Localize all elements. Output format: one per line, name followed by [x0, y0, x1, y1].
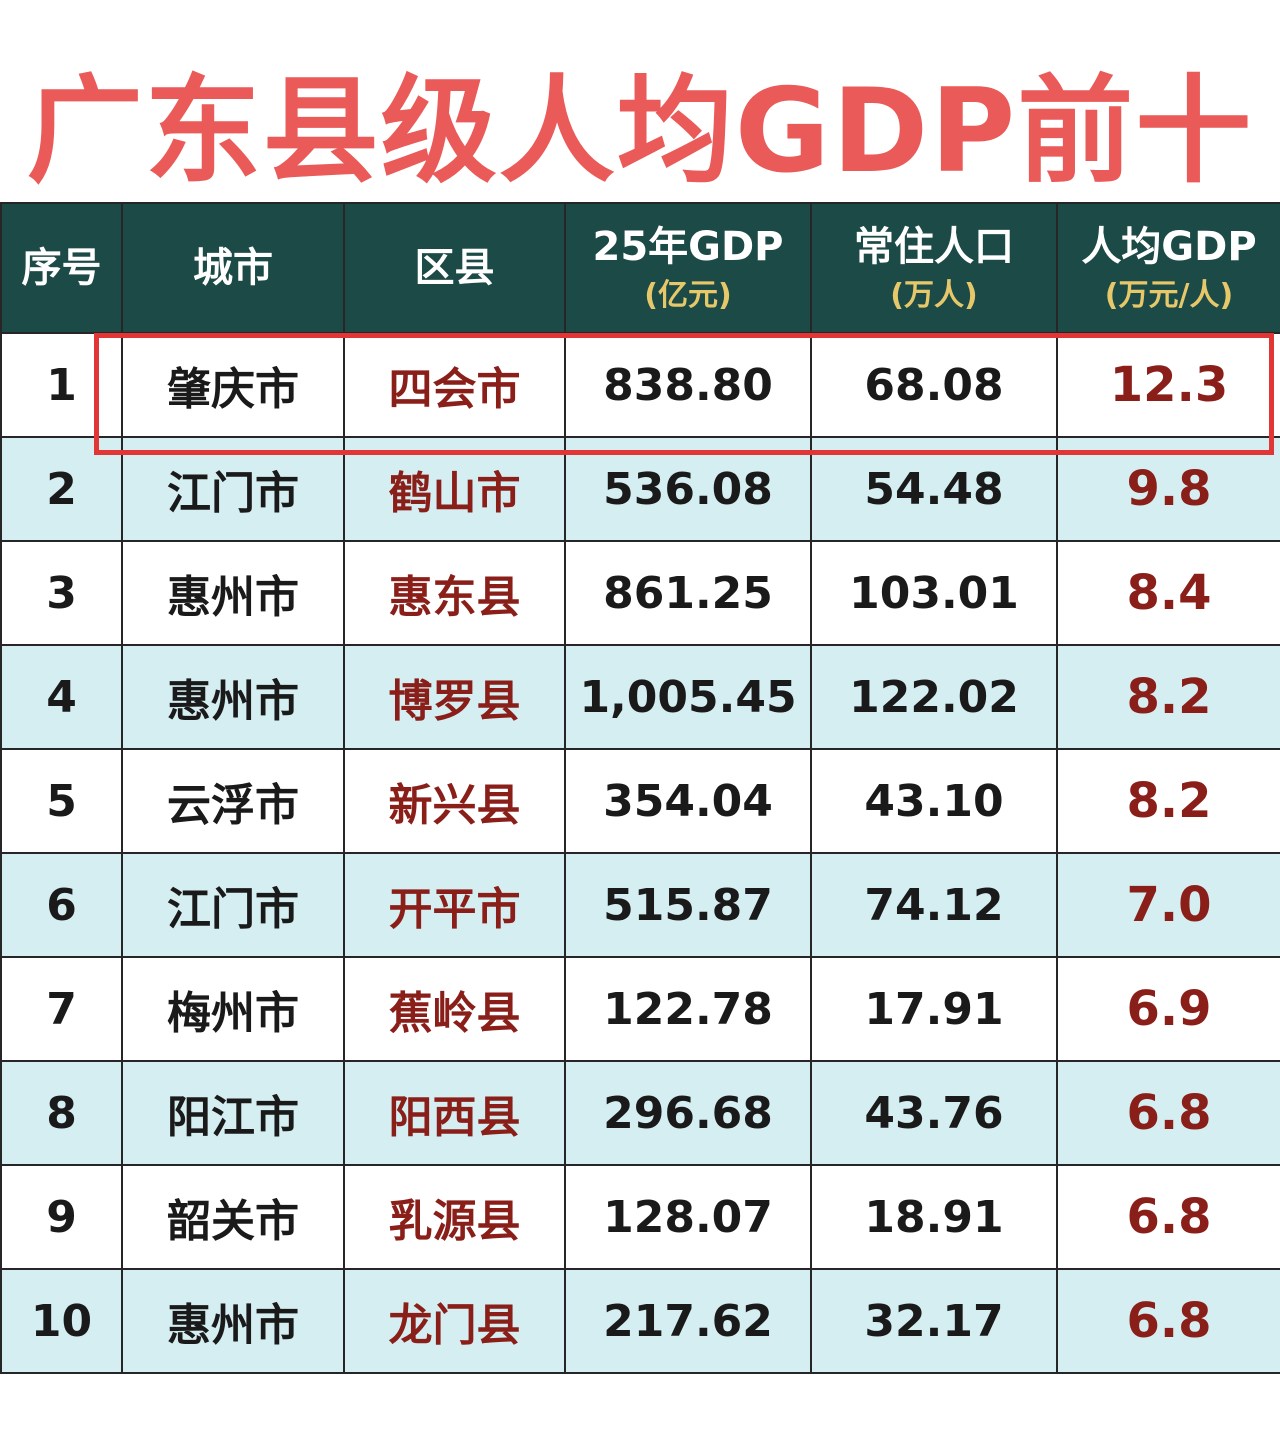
- rank-cell: 9: [0, 1164, 123, 1270]
- gdp-cell: 536.08: [564, 436, 812, 542]
- population-cell: 17.91: [810, 956, 1058, 1062]
- county-cell: 龙门县: [343, 1268, 566, 1374]
- per-capita-cell: 8.2: [1056, 644, 1280, 750]
- table-row: 1 肇庆市 四会市 838.80 68.08 12.3: [0, 332, 1280, 438]
- county-cell: 阳西县: [343, 1060, 566, 1166]
- gdp-cell: 1,005.45: [564, 644, 812, 750]
- header-row: 序号 城市 区县 25年GDP (亿元) 常住人口 (万人) 人均GDP (万元…: [0, 202, 1280, 334]
- city-cell: 江门市: [121, 436, 345, 542]
- gdp-cell: 515.87: [564, 852, 812, 958]
- header-rank: 序号: [0, 202, 123, 334]
- county-cell: 乳源县: [343, 1164, 566, 1270]
- table-row: 8 阳江市 阳西县 296.68 43.76 6.8: [0, 1060, 1280, 1166]
- gdp-cell: 122.78: [564, 956, 812, 1062]
- county-cell: 新兴县: [343, 748, 566, 854]
- per-capita-cell: 12.3: [1056, 332, 1280, 438]
- table-row: 2 江门市 鹤山市 536.08 54.48 9.8: [0, 436, 1280, 542]
- table-header: 序号 城市 区县 25年GDP (亿元) 常住人口 (万人) 人均GDP (万元…: [0, 202, 1280, 334]
- gdp-ranking-table: 序号 城市 区县 25年GDP (亿元) 常住人口 (万人) 人均GDP (万元…: [0, 202, 1280, 1374]
- population-cell: 18.91: [810, 1164, 1058, 1270]
- rank-cell: 2: [0, 436, 123, 542]
- rank-cell: 7: [0, 956, 123, 1062]
- header-gdp: 25年GDP (亿元): [564, 202, 812, 334]
- rank-cell: 1: [0, 332, 123, 438]
- table-row: 10 惠州市 龙门县 217.62 32.17 6.8: [0, 1268, 1280, 1374]
- table-row: 6 江门市 开平市 515.87 74.12 7.0: [0, 852, 1280, 958]
- city-cell: 惠州市: [121, 644, 345, 750]
- population-cell: 103.01: [810, 540, 1058, 646]
- header-county: 区县: [343, 202, 566, 334]
- per-capita-cell: 6.8: [1056, 1164, 1280, 1270]
- per-capita-cell: 6.9: [1056, 956, 1280, 1062]
- population-cell: 74.12: [810, 852, 1058, 958]
- population-cell: 32.17: [810, 1268, 1058, 1374]
- gdp-cell: 861.25: [564, 540, 812, 646]
- header-population-label: 常住人口: [854, 224, 1014, 270]
- rank-cell: 8: [0, 1060, 123, 1166]
- county-cell: 惠东县: [343, 540, 566, 646]
- header-population: 常住人口 (万人): [810, 202, 1058, 334]
- header-population-unit: (万人): [890, 278, 978, 313]
- gdp-cell: 296.68: [564, 1060, 812, 1166]
- county-cell: 博罗县: [343, 644, 566, 750]
- rank-cell: 5: [0, 748, 123, 854]
- city-cell: 韶关市: [121, 1164, 345, 1270]
- county-cell: 开平市: [343, 852, 566, 958]
- city-cell: 惠州市: [121, 540, 345, 646]
- county-cell: 四会市: [343, 332, 566, 438]
- rank-cell: 10: [0, 1268, 123, 1374]
- city-cell: 阳江市: [121, 1060, 345, 1166]
- gdp-cell: 838.80: [564, 332, 812, 438]
- table-row: 3 惠州市 惠东县 861.25 103.01 8.4: [0, 540, 1280, 646]
- population-cell: 54.48: [810, 436, 1058, 542]
- table-row: 4 惠州市 博罗县 1,005.45 122.02 8.2: [0, 644, 1280, 750]
- header-gdp-unit: (亿元): [644, 278, 732, 313]
- city-cell: 梅州市: [121, 956, 345, 1062]
- per-capita-cell: 8.4: [1056, 540, 1280, 646]
- page-title: 广东县级人均GDP前十: [26, 64, 1254, 199]
- table-row: 7 梅州市 蕉岭县 122.78 17.91 6.9: [0, 956, 1280, 1062]
- table-row: 9 韶关市 乳源县 128.07 18.91 6.8: [0, 1164, 1280, 1270]
- header-per-capita: 人均GDP (万元/人): [1056, 202, 1280, 334]
- city-cell: 肇庆市: [121, 332, 345, 438]
- header-county-label: 区县: [414, 245, 495, 291]
- city-cell: 惠州市: [121, 1268, 345, 1374]
- gdp-cell: 217.62: [564, 1268, 812, 1374]
- per-capita-cell: 6.8: [1056, 1268, 1280, 1374]
- per-capita-cell: 6.8: [1056, 1060, 1280, 1166]
- county-cell: 鹤山市: [343, 436, 566, 542]
- county-cell: 蕉岭县: [343, 956, 566, 1062]
- header-gdp-label: 25年GDP: [592, 224, 784, 270]
- per-capita-cell: 9.8: [1056, 436, 1280, 542]
- rank-cell: 3: [0, 540, 123, 646]
- table-row: 5 云浮市 新兴县 354.04 43.10 8.2: [0, 748, 1280, 854]
- gdp-cell: 354.04: [564, 748, 812, 854]
- header-city: 城市: [121, 202, 345, 334]
- population-cell: 43.10: [810, 748, 1058, 854]
- header-per-capita-unit: (万元/人): [1104, 278, 1234, 313]
- population-cell: 43.76: [810, 1060, 1058, 1166]
- population-cell: 68.08: [810, 332, 1058, 438]
- header-per-capita-label: 人均GDP: [1081, 224, 1257, 270]
- rank-cell: 6: [0, 852, 123, 958]
- table-body: 1 肇庆市 四会市 838.80 68.08 12.3 2 江门市 鹤山市 53…: [0, 332, 1280, 1374]
- header-city-label: 城市: [193, 245, 273, 291]
- city-cell: 江门市: [121, 852, 345, 958]
- city-cell: 云浮市: [121, 748, 345, 854]
- rank-cell: 4: [0, 644, 123, 750]
- header-rank-label: 序号: [21, 245, 102, 291]
- population-cell: 122.02: [810, 644, 1058, 750]
- per-capita-cell: 7.0: [1056, 852, 1280, 958]
- gdp-cell: 128.07: [564, 1164, 812, 1270]
- per-capita-cell: 8.2: [1056, 748, 1280, 854]
